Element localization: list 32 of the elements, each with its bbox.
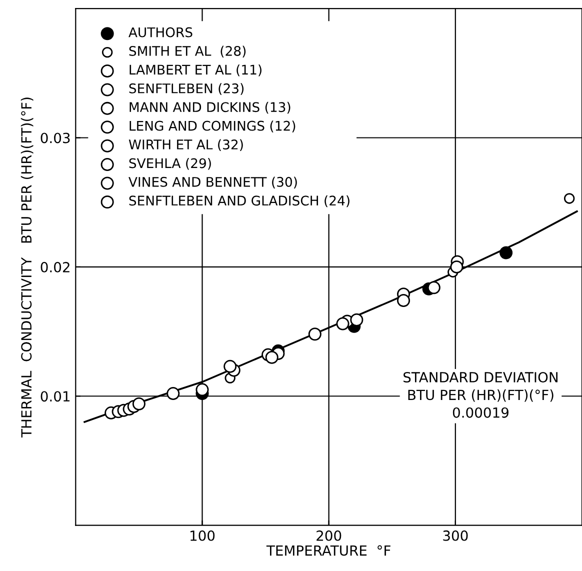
x-tick-label: 200 — [316, 530, 342, 541]
legend-label: VINES AND BENNETT (30) — [128, 176, 297, 188]
point — [336, 317, 350, 330]
legend-label: AUTHORS — [128, 27, 192, 38]
legend-label: SENFTLEBEN (23) — [129, 83, 244, 95]
point — [500, 246, 513, 260]
point — [308, 328, 322, 341]
x-tick-label: 300 — [443, 530, 468, 541]
annotation: STANDARD DEVIATION BTU PER (HR)(FT)(°F) 0.00019 — [404, 372, 558, 418]
x-axis-title: TEMPERATURE °F — [266, 545, 390, 556]
y-tick-label: 0.03 — [40, 132, 70, 144]
point — [265, 350, 278, 364]
legend-label: SENFTLEBEN AND GLADISCH (24) — [129, 195, 350, 208]
point — [564, 193, 575, 204]
point — [350, 313, 364, 326]
point — [427, 281, 440, 294]
point — [166, 387, 180, 400]
legend-label: LENG AND COMINGS (12) — [130, 120, 296, 132]
point — [132, 397, 146, 410]
y-tick-label: 0.02 — [40, 262, 70, 272]
x-tick-label: 100 — [190, 530, 215, 541]
y-tick-label: 0.01 — [40, 391, 70, 402]
legend-label: SMITH ET AL (28) — [129, 46, 246, 58]
point — [196, 383, 209, 396]
legend-label: WIRTH ET AL (32) — [128, 139, 243, 152]
legend-label: MANN AND DICKINS (13) — [130, 102, 290, 114]
y-axis-title: THERMAL CONDUCTIVITY BTU PER (HR)(FT)(°F) — [20, 98, 34, 438]
point — [450, 260, 464, 274]
point — [397, 294, 410, 308]
legend-label: SVEHLA (29) — [129, 158, 211, 170]
legend-label: LAMBERT ET AL (11) — [130, 64, 262, 76]
point — [224, 360, 237, 373]
